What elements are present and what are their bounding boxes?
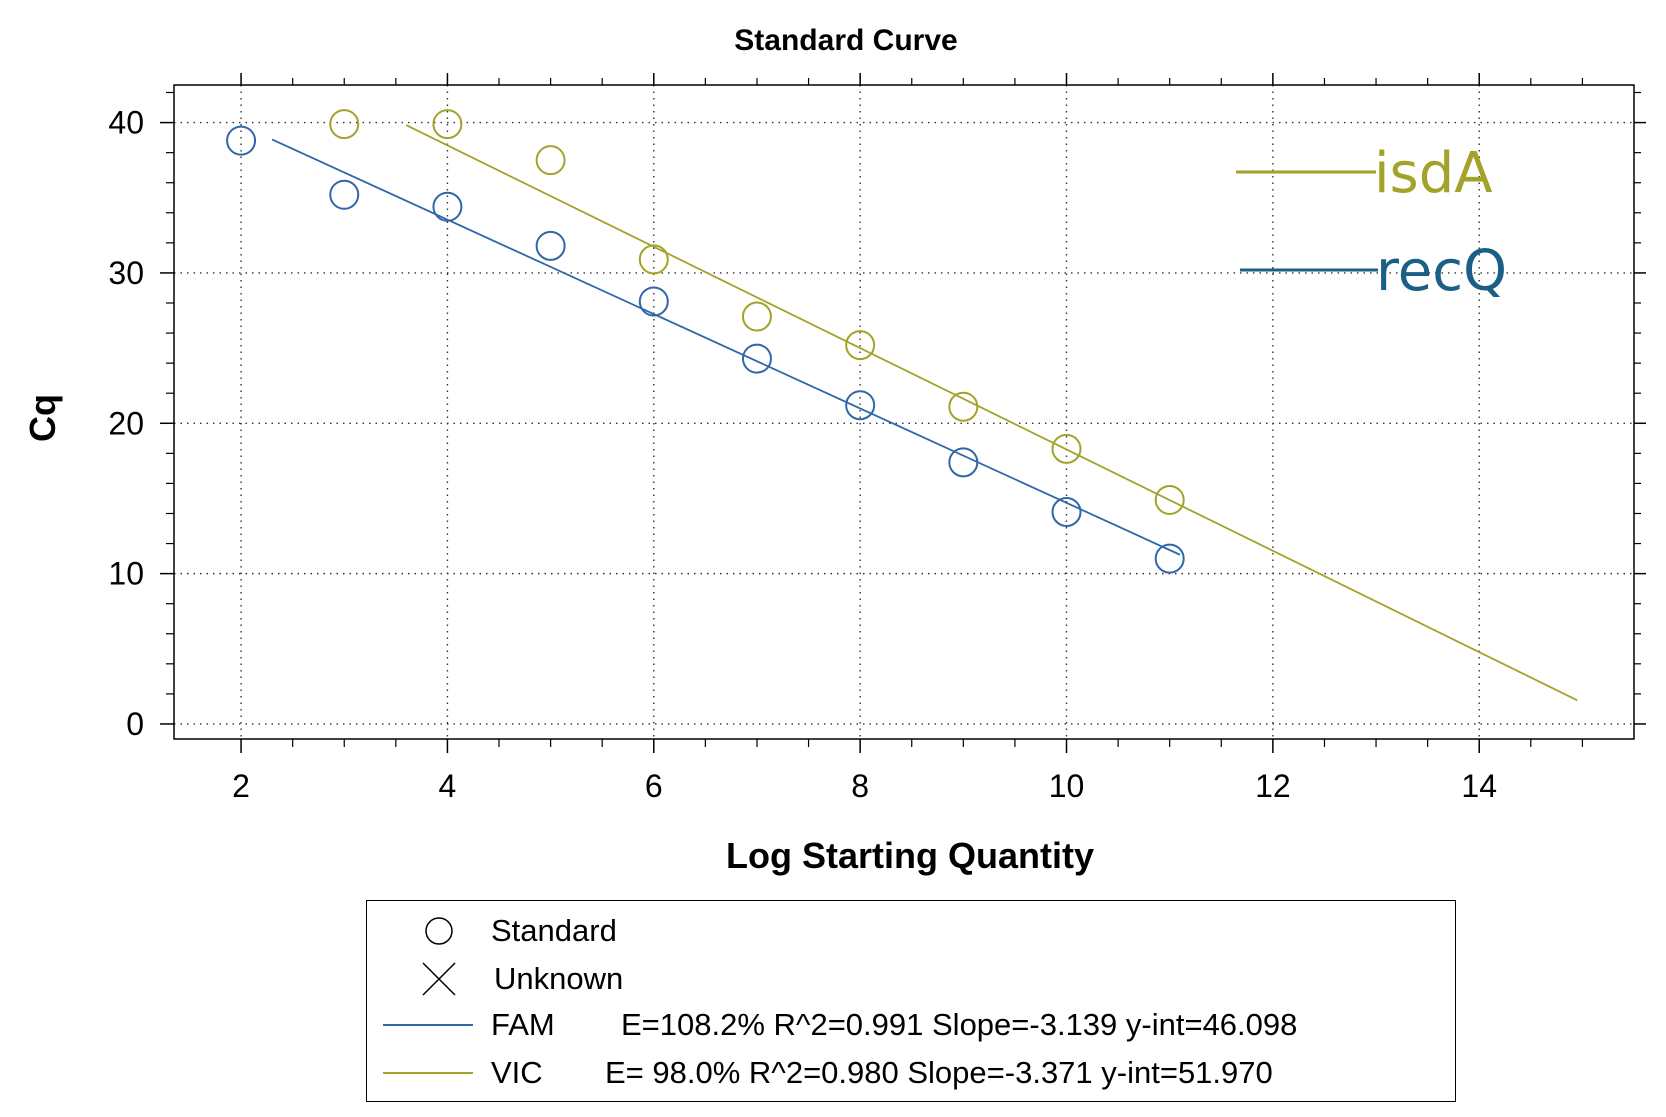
x-tick-label: 10 xyxy=(1049,768,1085,804)
y-tick-label: 30 xyxy=(108,255,144,291)
fam-point xyxy=(948,447,979,478)
x-tick-label: 4 xyxy=(439,768,457,804)
data-points xyxy=(226,109,1185,574)
vic-point xyxy=(741,301,772,332)
x-tick-label: 6 xyxy=(645,768,663,804)
unknown-x-icon xyxy=(422,962,456,996)
vic-point xyxy=(638,244,669,275)
legend-fam-stats: E=108.2% R^2=0.991 Slope=-3.139 y-int=46… xyxy=(621,1007,1298,1042)
inset-isda-label: isdA xyxy=(1374,141,1493,206)
fam-point xyxy=(432,191,463,222)
fam-point xyxy=(226,125,257,156)
fam-point xyxy=(1154,543,1185,574)
x-tick-label: 12 xyxy=(1255,768,1291,804)
x-tick-label: 14 xyxy=(1461,768,1497,804)
legend-fam-label: FAM xyxy=(491,1007,555,1042)
x-axis-label: Log Starting Quantity xyxy=(726,835,1094,876)
legend-vic-stats: E= 98.0% R^2=0.980 Slope=-3.371 y-int=51… xyxy=(605,1055,1273,1090)
fam-point xyxy=(535,230,566,261)
vic-point xyxy=(535,145,566,176)
fam-point xyxy=(1051,496,1082,527)
legend-vic-label: VIC xyxy=(491,1055,543,1090)
y-tick-label: 10 xyxy=(108,556,144,592)
fam-line-icon xyxy=(383,1024,473,1026)
legend-row-vic: VIC E= 98.0% R^2=0.980 Slope=-3.371 y-in… xyxy=(367,1049,1455,1097)
y-tick-label: 40 xyxy=(108,105,144,141)
fam-point xyxy=(741,343,772,374)
legend-row-unknown: Unknown xyxy=(367,955,1455,1003)
fam-fit-line xyxy=(271,138,1181,556)
inset-recq-label: recQ xyxy=(1376,239,1507,304)
fit-lines xyxy=(271,124,1578,702)
vic-point xyxy=(845,330,876,361)
vic-point xyxy=(432,109,463,140)
vic-line-icon xyxy=(383,1072,473,1074)
fam-point xyxy=(638,286,669,317)
vic-point xyxy=(1154,484,1185,515)
inset-gene-legend: isdA recQ xyxy=(1236,141,1507,304)
legend-row-standard: Standard xyxy=(367,907,1455,955)
standard-curve-chart: Standard Curve Log Starting Quantity Cq … xyxy=(22,24,1646,876)
vic-point xyxy=(948,391,979,422)
x-tick-label: 2 xyxy=(232,768,250,804)
chart-legend: Standard Unknown FAM E=108.2% R^2=0.991 … xyxy=(366,900,1456,1102)
legend-unknown-label: Unknown xyxy=(494,961,624,996)
vic-point xyxy=(329,109,360,140)
plot-frame xyxy=(173,84,1635,740)
vic-fit-line xyxy=(405,124,1578,702)
standard-circle-icon xyxy=(425,917,453,945)
fam-point xyxy=(329,179,360,210)
grid xyxy=(174,85,1634,739)
y-tick-label: 0 xyxy=(126,706,144,742)
y-tick-label: 20 xyxy=(108,405,144,441)
legend-row-fam: FAM E=108.2% R^2=0.991 Slope=-3.139 y-in… xyxy=(367,1001,1455,1049)
legend-standard-label: Standard xyxy=(491,913,617,948)
vic-point xyxy=(1051,433,1082,464)
y-axis-label: Cq xyxy=(22,394,63,442)
fam-point xyxy=(845,390,876,421)
axis-ticks: 2 4 6 8 10 12 14 0 10 20 30 40 xyxy=(108,73,1646,804)
x-tick-label: 8 xyxy=(851,768,869,804)
chart-title: Standard Curve xyxy=(734,24,957,57)
